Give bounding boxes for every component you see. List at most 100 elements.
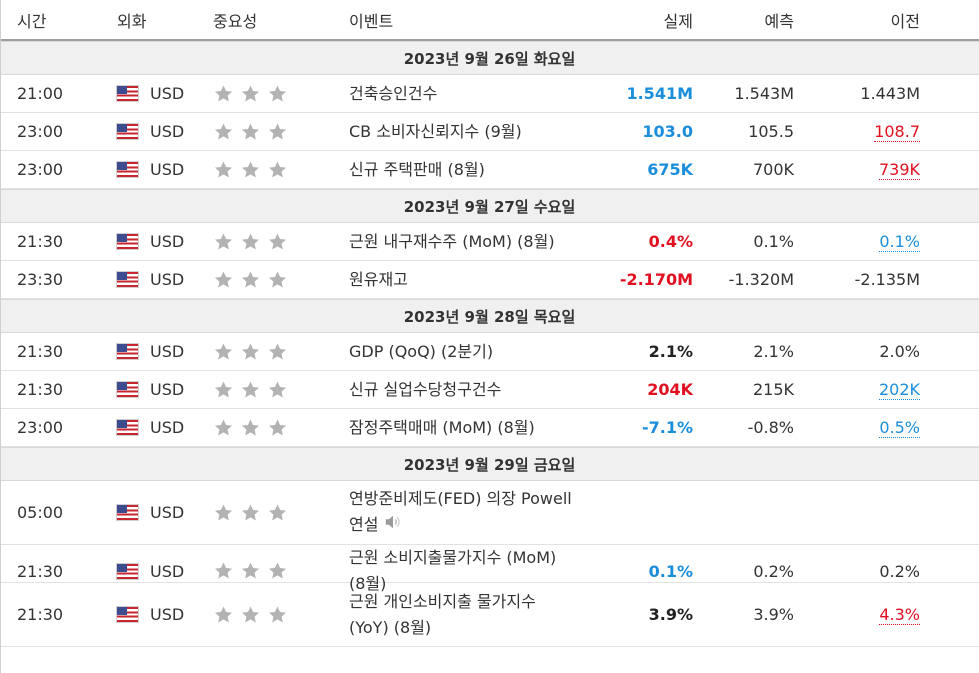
event-name-link[interactable]: 근원 개인소비지출 물가지수 (YoY) (8월) (349, 589, 573, 641)
event-time: 23:30 (17, 270, 64, 289)
event-name-link[interactable]: 연방준비제도(FED) 의장 Powell 연설 (349, 486, 573, 539)
star-icon (240, 605, 261, 625)
previous-value[interactable]: 202K (878, 379, 920, 400)
event-cell: 잠정주택매매 (MoM) (8월) (331, 409, 581, 446)
star-icon (213, 84, 234, 104)
star-icon (267, 503, 288, 523)
row-spacer (920, 113, 979, 150)
forecast-value: 0.2% (753, 561, 794, 581)
star-icon (240, 418, 261, 438)
currency-code: USD (150, 160, 185, 179)
event-name-link[interactable]: 건축승인건수 (349, 81, 437, 107)
star-icon (213, 270, 234, 290)
previous-value[interactable]: 0.1% (879, 231, 920, 252)
row-spacer (920, 223, 979, 260)
event-time: 21:30 (17, 380, 64, 399)
event-name-link[interactable]: 잠정주택매매 (MoM) (8월) (349, 415, 535, 441)
event-row[interactable]: 23:00 USD 신규 주택판매 (8월) 675K 700K 739K (0, 151, 979, 189)
event-previous: 1.443M (794, 75, 920, 112)
actual-value: -2.170M (619, 270, 693, 289)
event-name-link[interactable]: 신규 실업수당청구건수 (349, 377, 501, 403)
event-importance (200, 583, 331, 646)
importance-stars (213, 232, 288, 252)
event-time: 23:00 (17, 122, 64, 141)
previous-value[interactable]: 739K (878, 159, 920, 180)
us-flag-icon (117, 420, 138, 435)
event-cell: 근원 내구재수주 (MoM) (8월) (331, 223, 581, 260)
event-row[interactable]: 23:00 USD CB 소비자신뢰지수 (9월) 103.0 105.5 108.7 (0, 113, 979, 151)
event-importance (200, 481, 331, 544)
event-time: 05:00 (17, 503, 64, 522)
event-importance (200, 333, 331, 370)
event-forecast: 215K (693, 371, 794, 408)
event-currency: USD (102, 75, 200, 112)
star-icon (267, 418, 288, 438)
event-currency: USD (102, 583, 200, 646)
currency-code: USD (150, 84, 185, 103)
star-icon (240, 232, 261, 252)
forecast-value: -1.320M (728, 270, 794, 289)
event-forecast: 0.1% (693, 223, 794, 260)
event-cell: CB 소비자신뢰지수 (9월) (331, 113, 581, 150)
header-currency[interactable]: 외화 (117, 11, 147, 31)
speaker-icon[interactable] (384, 513, 402, 539)
event-name: 건축승인건수 (349, 83, 438, 103)
star-icon (213, 605, 234, 625)
event-name-link[interactable]: GDP (QoQ) (2분기) (349, 339, 493, 365)
event-previous: 0.2% (794, 545, 920, 597)
us-flag-icon (117, 162, 138, 177)
event-name-link[interactable]: 근원 내구재수주 (MoM) (8월) (349, 229, 555, 255)
event-row[interactable]: 23:00 USD 잠정주택매매 (MoM) (8월) -7.1% -0.8% 0.5% (0, 409, 979, 447)
event-time: 21:30 (17, 342, 64, 361)
event-currency: USD (102, 223, 200, 260)
event-row[interactable]: 21:30 USD 근원 소비지출물가지수 (MoM) (8월) 0.1% 0.2% 0.… (0, 545, 979, 593)
event-row[interactable]: 21:30 USD 신규 실업수당청구건수 204K 215K 202K (0, 371, 979, 409)
row-spacer (920, 333, 979, 370)
header-event[interactable]: 이벤트 (349, 11, 394, 31)
row-spacer (920, 151, 979, 188)
event-previous: 4.3% (794, 583, 920, 646)
event-actual: 103.0 (581, 113, 693, 150)
star-icon (267, 561, 288, 581)
event-name-link[interactable]: 원유재고 (349, 267, 408, 293)
header-forecast[interactable]: 예측 (764, 11, 794, 31)
event-actual: -7.1% (581, 409, 693, 446)
event-row[interactable]: 05:00 USD 연방준비제도(FED) 의장 Powell 연설 (0, 481, 979, 545)
previous-value[interactable]: 108.7 (874, 121, 920, 142)
event-row[interactable]: 21:00 USD 건축승인건수 1.541M 1.543M 1.443M (0, 75, 979, 113)
star-icon (240, 561, 261, 581)
star-icon (213, 342, 234, 362)
star-icon (240, 160, 261, 180)
header-time[interactable]: 시간 (17, 11, 47, 31)
us-flag-icon (117, 344, 138, 359)
header-importance[interactable]: 중요성 (213, 11, 258, 31)
event-forecast: 105.5 (693, 113, 794, 150)
event-row[interactable]: 21:30 USD 근원 내구재수주 (MoM) (8월) 0.4% 0.1% 0.1% (0, 223, 979, 261)
event-name-link[interactable]: 신규 주택판매 (8월) (349, 157, 485, 183)
star-icon (267, 270, 288, 290)
forecast-value: 700K (752, 160, 794, 179)
event-name: CB 소비자신뢰지수 (9월) (349, 121, 522, 141)
previous-value[interactable]: 0.5% (879, 417, 920, 438)
event-name-link[interactable]: 근원 소비지출물가지수 (MoM) (8월) (349, 545, 573, 597)
event-name: 근원 내구재수주 (MoM) (8월) (349, 231, 555, 251)
event-row[interactable]: 21:30 USD GDP (QoQ) (2분기) 2.1% 2.1% 2.0% (0, 333, 979, 371)
header-actual[interactable]: 실제 (663, 11, 693, 31)
event-importance (200, 113, 331, 150)
row-spacer (920, 481, 979, 544)
event-name-link[interactable]: CB 소비자신뢰지수 (9월) (349, 119, 522, 145)
row-spacer (920, 75, 979, 112)
event-cell: 원유재고 (331, 261, 581, 298)
actual-value: 1.541M (626, 84, 693, 103)
event-actual: 3.9% (581, 583, 693, 646)
previous-value[interactable]: 4.3% (879, 604, 920, 625)
star-icon (240, 342, 261, 362)
actual-value: 675K (647, 160, 693, 179)
header-previous[interactable]: 이전 (890, 11, 920, 31)
currency-code: USD (150, 232, 185, 251)
event-actual: 2.1% (581, 333, 693, 370)
event-row[interactable]: 21:30 USD 근원 개인소비지출 물가지수 (YoY) (8월) 3.9% 3.9… (0, 583, 979, 647)
event-row[interactable]: 23:30 USD 원유재고 -2.170M -1.320M -2.135M (0, 261, 979, 299)
star-icon (213, 122, 234, 142)
importance-stars (213, 122, 288, 142)
